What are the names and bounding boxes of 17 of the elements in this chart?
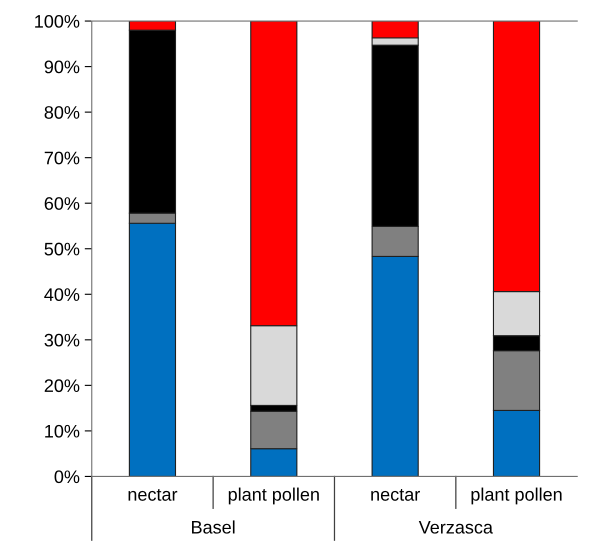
y-tick-label: 0% — [54, 470, 80, 484]
y-tick-label: 60% — [44, 197, 80, 210]
y-tick-label: 10% — [45, 424, 80, 438]
x-tick-label: plant pollen — [472, 488, 562, 504]
x-tick-label: nectar — [128, 488, 178, 501]
text: Basel — [192, 520, 234, 534]
y-tick-label: 90% — [44, 60, 80, 74]
y-tick-label: 100% — [35, 14, 80, 28]
y-tick-label: 50% — [44, 242, 80, 256]
y-tick-label: 30% — [44, 334, 80, 347]
x-tick-label: nectar — [371, 488, 420, 501]
x-tick-label: plant pollen — [228, 488, 319, 504]
text: Verzasca — [418, 521, 493, 534]
y-tick-label: 40% — [44, 288, 80, 302]
y-tick-label: 20% — [44, 379, 80, 392]
y-tick-label: 80% — [44, 106, 80, 119]
y-tick-label: 70% — [44, 152, 80, 164]
